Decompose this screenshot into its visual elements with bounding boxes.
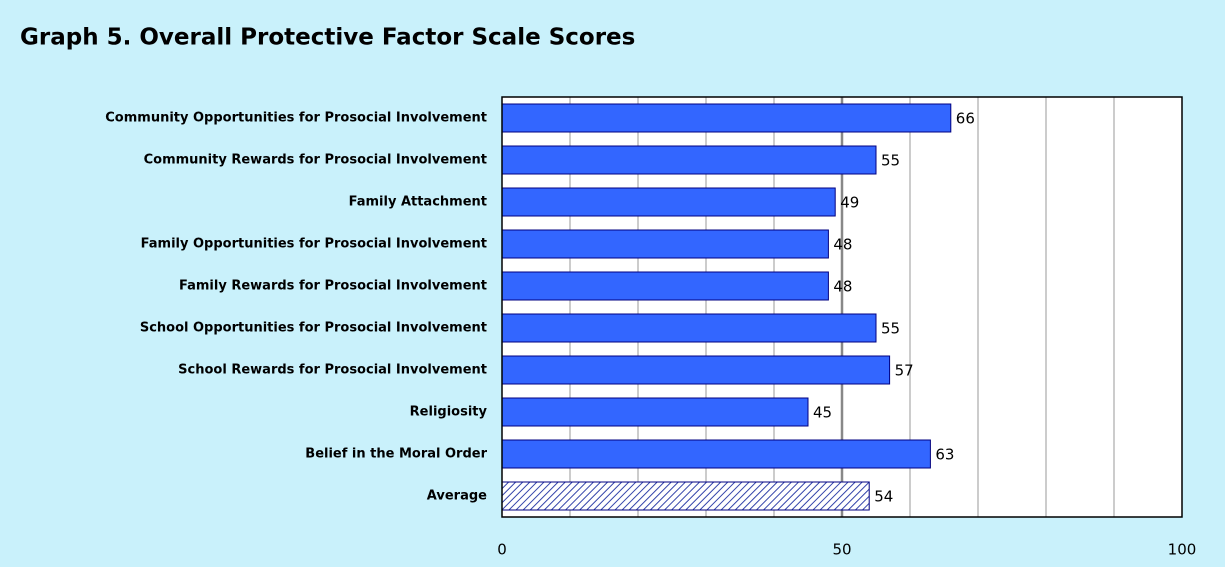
y-tick-label: School Rewards for Prosocial Involvement bbox=[178, 363, 487, 378]
bar bbox=[501, 481, 870, 511]
bar bbox=[501, 271, 829, 301]
value-label: 48 bbox=[833, 278, 852, 296]
y-tick-label: Average bbox=[427, 489, 487, 504]
value-label: 55 bbox=[881, 152, 900, 170]
y-tick-label: Religiosity bbox=[410, 405, 488, 420]
bar bbox=[501, 439, 931, 469]
y-tick-label: Family Rewards for Prosocial Involvement bbox=[179, 279, 487, 294]
y-tick-label: Community Opportunities for Prosocial In… bbox=[105, 111, 487, 126]
x-tick-label: 0 bbox=[497, 541, 507, 559]
y-tick-label: Belief in the Moral Order bbox=[305, 447, 487, 462]
bar bbox=[501, 397, 809, 427]
value-label: 45 bbox=[813, 404, 832, 422]
value-label: 57 bbox=[895, 362, 914, 380]
bar bbox=[501, 187, 836, 217]
value-label: 48 bbox=[833, 236, 852, 254]
plot-border bbox=[501, 96, 1183, 518]
bar bbox=[501, 103, 952, 133]
y-tick-label: Community Rewards for Prosocial Involvem… bbox=[144, 153, 487, 168]
x-tick-label: 50 bbox=[832, 541, 851, 559]
bar bbox=[501, 355, 891, 385]
y-tick-label: Family Opportunities for Prosocial Invol… bbox=[141, 237, 487, 252]
y-tick-label: Family Attachment bbox=[349, 195, 487, 210]
bar bbox=[501, 313, 877, 343]
value-label: 55 bbox=[881, 320, 900, 338]
chart-title: Graph 5. Overall Protective Factor Scale… bbox=[20, 25, 635, 51]
value-label: 66 bbox=[956, 110, 975, 128]
y-tick-label: School Opportunities for Prosocial Invol… bbox=[140, 321, 487, 336]
value-label: 63 bbox=[935, 446, 954, 464]
bar bbox=[501, 229, 829, 259]
x-tick-label: 100 bbox=[1168, 541, 1197, 559]
value-label: 49 bbox=[840, 194, 859, 212]
value-label: 54 bbox=[874, 488, 893, 506]
bar bbox=[501, 145, 877, 175]
